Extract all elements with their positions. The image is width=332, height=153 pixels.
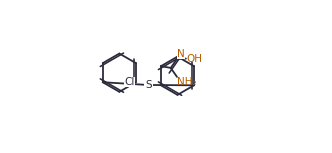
Text: N: N bbox=[177, 49, 185, 59]
Text: NH₂: NH₂ bbox=[178, 77, 197, 87]
Text: S: S bbox=[145, 80, 152, 90]
Text: OH: OH bbox=[187, 54, 203, 63]
Text: Cl: Cl bbox=[124, 77, 135, 87]
